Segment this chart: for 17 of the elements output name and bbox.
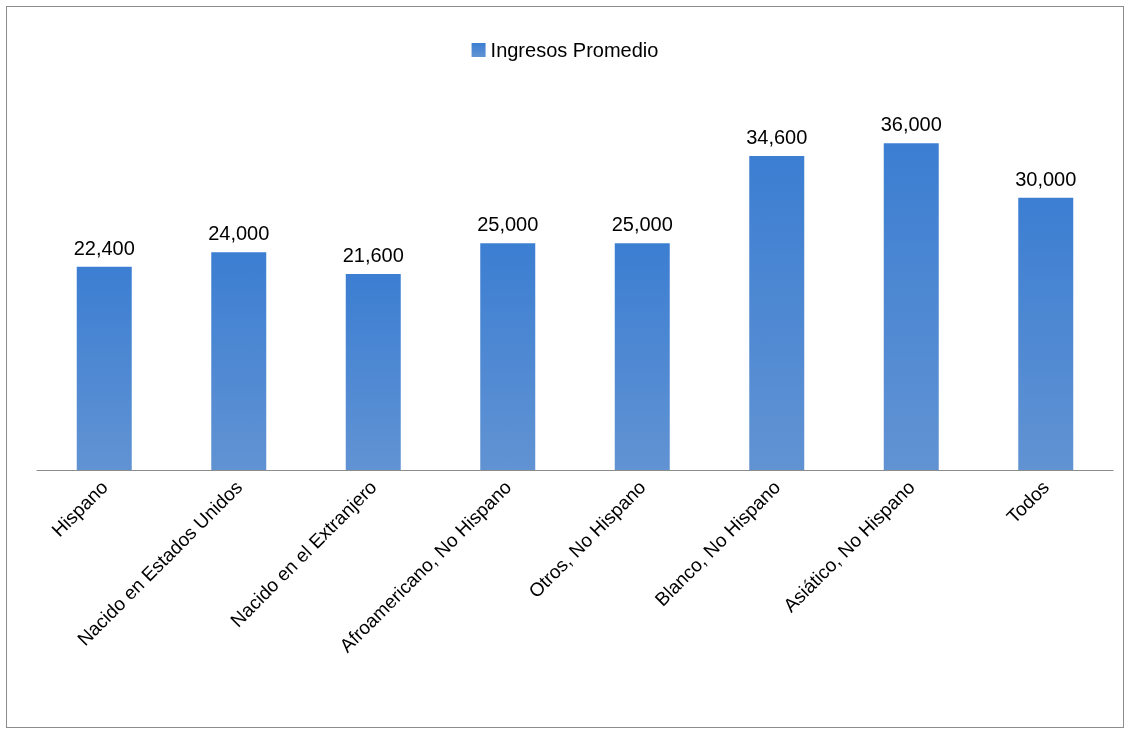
bar [76,266,132,470]
bar [883,143,939,470]
bar [345,273,401,470]
bar [749,156,805,470]
bar [1018,197,1074,470]
data-label: 36,000 [880,113,942,136]
bar [614,243,670,470]
data-label: 34,600 [746,126,808,149]
data-label: 24,000 [208,222,270,245]
bar [480,243,536,470]
data-label: 30,000 [1015,167,1077,190]
data-label: 21,600 [342,243,404,266]
legend-label: Ingresos Promedio [490,39,659,61]
data-label: 22,400 [73,236,135,259]
bar [211,252,267,470]
data-label: 25,000 [477,213,539,236]
data-label: 25,000 [611,213,673,236]
